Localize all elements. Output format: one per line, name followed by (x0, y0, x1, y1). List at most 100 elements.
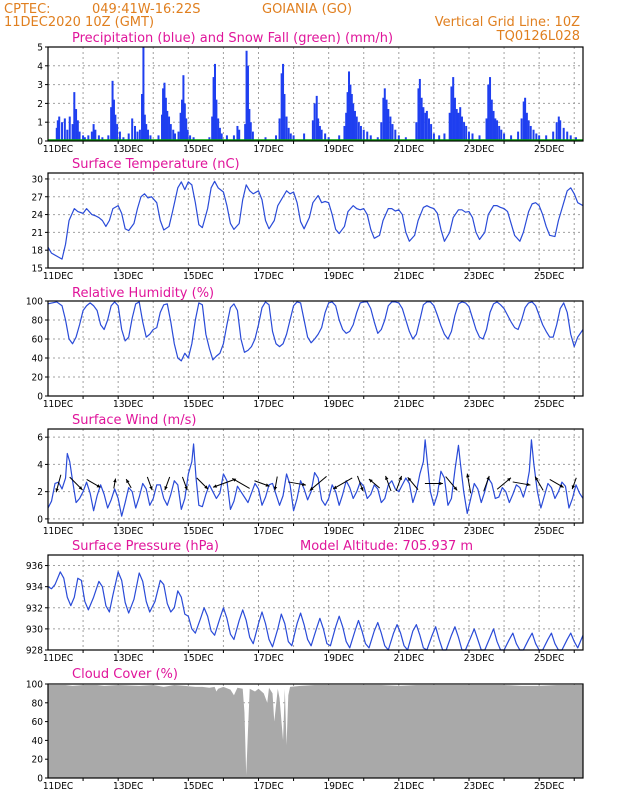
wind-arrow-head-27 (535, 476, 539, 481)
precip-bar-143 (467, 131, 470, 141)
precip-bar-67 (232, 135, 235, 141)
precip-bar-157 (517, 131, 520, 141)
precip-bar-132 (443, 133, 446, 141)
rh-xtick-label-1: 13DEC (113, 399, 143, 410)
wind-arrow-head-22 (453, 486, 458, 491)
wind-ytick-label-2: 4 (37, 460, 43, 471)
precip-bar-51 (181, 99, 184, 141)
cloud-ytick-label-2: 40 (32, 736, 44, 747)
precip-bar-154 (500, 129, 503, 141)
precip-bar-80 (282, 63, 285, 141)
cloud-cover-panel: Cloud Cover (%) 0 20 40 60 80 100 11DEC 13DEC 15… (26, 667, 584, 792)
precip-bar-19 (101, 137, 104, 141)
precip-bar-25 (116, 124, 119, 141)
precip-bar-54 (185, 118, 188, 141)
precip-bar-121 (415, 122, 418, 141)
precip-bar-29 (131, 118, 134, 141)
precip-bar-162 (527, 120, 530, 141)
precip-bar-101 (350, 94, 353, 141)
precip-bar-139 (459, 107, 462, 141)
cloud-ytick-label-3: 60 (32, 717, 44, 728)
pres-xtick-label-4: 19DEC (323, 653, 353, 664)
rh-ytick-label-5: 100 (26, 297, 43, 308)
precip-bar-69 (238, 129, 241, 141)
precip-bar-159 (522, 101, 525, 141)
cloud-ytick-label-4: 80 (32, 698, 44, 709)
precip-bar-65 (220, 133, 223, 141)
precip-bar-53 (183, 103, 186, 141)
precip-bar-13 (83, 137, 86, 141)
pres-xtick-label-7: 25DEC (534, 653, 564, 664)
precip-bar-73 (248, 109, 251, 141)
wind-xtick-label-1: 13DEC (113, 526, 143, 537)
rh-xtick-label-3: 17DEC (253, 399, 283, 410)
precip-bar-63 (217, 118, 220, 141)
precip-bar-61 (213, 63, 216, 141)
wind-arrow-0 (55, 474, 62, 493)
wind-arrow-head-29 (571, 485, 576, 490)
precip-bar-125 (422, 107, 425, 141)
precip-bar-126 (424, 112, 427, 141)
precip-bar-86 (303, 133, 306, 141)
precip-bar-72 (246, 65, 249, 141)
wind-arrow-14 (309, 476, 327, 491)
temperature-panel: Surface Temperature (nC) 15 18 21 24 27 30 11D… (32, 157, 584, 282)
rh-xtick-label-7: 25DEC (534, 399, 564, 410)
precip-bar-43 (164, 97, 167, 141)
precip-bar-15 (90, 131, 93, 141)
precip-bar-2 (58, 116, 61, 141)
temp-ytick-label-4: 27 (32, 192, 43, 203)
wind-xtick-label-4: 19DEC (323, 526, 353, 537)
temp-ytick-label-2: 21 (32, 228, 43, 239)
precip-bar-0 (55, 127, 58, 141)
precip-bar-93 (324, 133, 327, 141)
precip-bar-20 (107, 135, 110, 141)
wind-arrow-19 (395, 475, 403, 492)
precip-bar-57 (192, 137, 195, 141)
wind-xtick-label-6: 23DEC (464, 526, 494, 537)
precip-bar-170 (557, 116, 560, 141)
pres-ytick-label-1: 930 (26, 624, 43, 635)
precip-bar-39 (157, 135, 160, 141)
cloud-xtick-label-7: 25DEC (534, 781, 564, 792)
wind-arrow-8 (196, 477, 209, 490)
wind-arrow-5 (146, 476, 153, 491)
precip-bar-68 (236, 125, 239, 141)
precip-xtick-label-0: 11DEC (43, 144, 73, 155)
precip-bar-120 (404, 137, 407, 141)
precip-bar-140 (460, 116, 463, 141)
precip-bar-83 (287, 127, 290, 141)
wind-arrow-22 (445, 476, 458, 491)
temp-xtick-label-1: 13DEC (113, 271, 143, 282)
precip-bar-64 (218, 127, 221, 141)
temperature-title: Surface Temperature (nC) (72, 157, 240, 172)
temp-xtick-label-4: 19DEC (323, 271, 353, 282)
rh-xtick-label-0: 11DEC (43, 399, 73, 410)
precip-bar-7 (71, 124, 74, 141)
wind-xtick-label-3: 17DEC (253, 526, 283, 537)
precip-bar-109 (369, 135, 372, 141)
temp-xtick-label-3: 17DEC (253, 271, 283, 282)
cloud-ytick-label-0: 0 (37, 774, 43, 785)
wind-arrow-head-26 (526, 482, 531, 487)
rh-xtick-label-2: 15DEC (183, 399, 213, 410)
temp-xtick-label-5: 21DEC (394, 271, 424, 282)
precip-bar-22 (111, 80, 114, 141)
temp-xtick-label-2: 15DEC (183, 271, 213, 282)
precip-bar-110 (376, 137, 379, 141)
pres-xtick-label-2: 15DEC (183, 653, 213, 664)
precip-bar-92 (320, 129, 323, 141)
wind-arrow-11 (254, 480, 270, 487)
header-station: GOIANIA (GO) (262, 2, 352, 17)
wind-arrow-head-12 (273, 486, 278, 491)
precip-bar-107 (362, 129, 365, 141)
precip-bar-71 (245, 50, 248, 142)
precip-bar-4 (63, 118, 66, 141)
precip-bar-111 (380, 122, 383, 141)
precip-bar-31 (136, 131, 139, 141)
precip-bar-158 (520, 118, 523, 141)
wind-xtick-label-5: 21DEC (394, 526, 424, 537)
wind-line (47, 439, 584, 517)
rh-ytick-label-4: 80 (32, 316, 44, 327)
header: CPTEC: 049:41W-16:22S GOIANIA (GO) 11DEC… (4, 2, 580, 44)
